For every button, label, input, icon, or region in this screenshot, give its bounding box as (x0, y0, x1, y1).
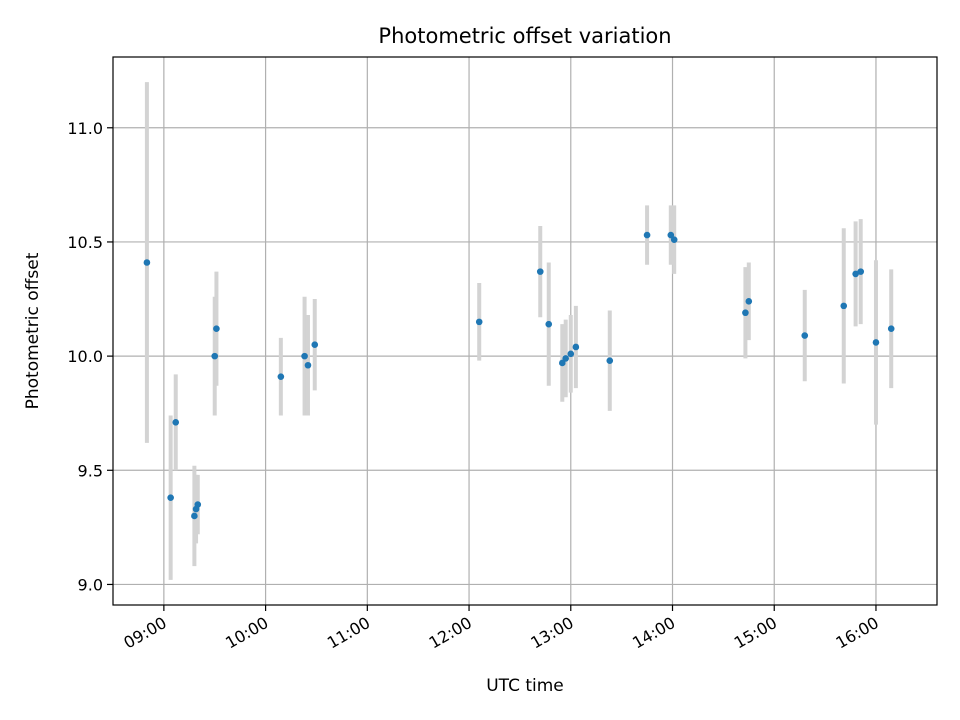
data-point (167, 494, 174, 501)
data-point (194, 501, 202, 508)
data-point (172, 419, 180, 426)
data-point (567, 350, 575, 358)
data-point (191, 512, 198, 520)
data-points (143, 231, 895, 520)
x-axis-label: UTC time (486, 676, 564, 696)
data-point (301, 352, 308, 360)
data-point (667, 231, 675, 239)
y-axis-label: Photometric offset (23, 252, 43, 409)
axis-ticks: 09:00 10:00 11:00 12:00 13:00 14:00 15:00 16:00… (67, 119, 882, 653)
y-tick-label: 11.0 (67, 119, 103, 138)
data-point (857, 268, 865, 275)
data-point (745, 298, 753, 305)
data-point (643, 231, 651, 239)
data-point (606, 357, 614, 364)
data-point (536, 268, 544, 275)
y-tick-label: 9.0 (78, 575, 103, 594)
plot-frame (112, 56, 938, 606)
data-point (559, 359, 566, 367)
data-point (304, 361, 312, 369)
y-tick-label: 9.5 (78, 461, 103, 480)
data-point (545, 320, 553, 328)
grid-lines (113, 57, 937, 605)
chart-title: Photometric offset variation (378, 24, 671, 48)
data-point (143, 259, 151, 266)
data-point (742, 309, 749, 317)
data-point (211, 352, 219, 360)
data-point (852, 270, 859, 278)
data-point (311, 341, 319, 349)
data-point (670, 236, 678, 243)
data-point (475, 318, 483, 326)
data-point (277, 373, 285, 380)
y-tick-label: 10.5 (67, 233, 103, 252)
data-point (872, 339, 880, 346)
data-point (572, 343, 580, 351)
data-point (213, 325, 220, 333)
data-point (887, 325, 895, 333)
data-point (801, 332, 809, 339)
data-point (840, 302, 848, 310)
y-tick-label: 10.0 (67, 347, 103, 366)
data-point (562, 355, 569, 362)
